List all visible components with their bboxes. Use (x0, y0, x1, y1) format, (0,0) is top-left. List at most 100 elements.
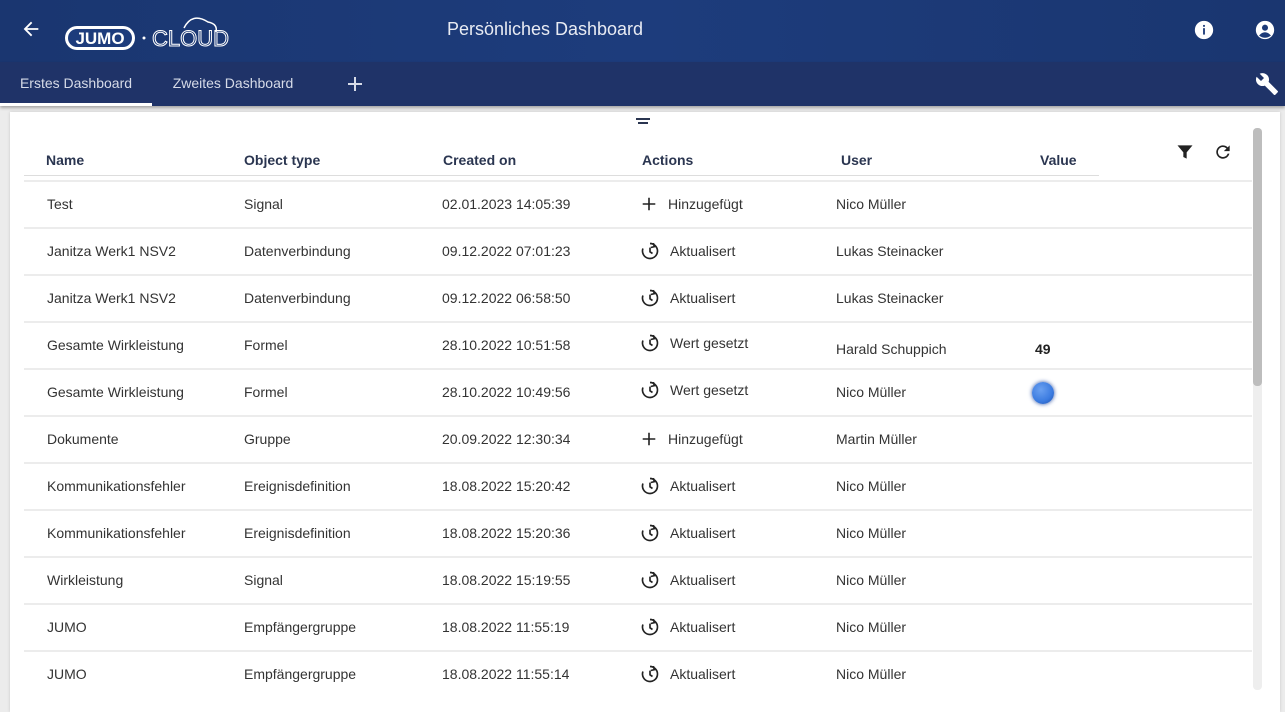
history-icon (640, 617, 660, 637)
cell-user: Lukas Steinacker (836, 243, 944, 259)
cell-object-type: Datenverbindung (244, 290, 351, 306)
info-button[interactable] (1193, 19, 1215, 46)
cell-object-type: Ereignisdefinition (244, 525, 351, 541)
add-tab-button[interactable] (345, 74, 365, 99)
app-header: JUMO CLOUD Persönliches Dashboard (0, 0, 1285, 62)
info-icon (1194, 20, 1214, 40)
cell-name: Dokumente (47, 431, 119, 447)
cell-action: Wert gesetzt (640, 368, 748, 412)
table-row[interactable]: Gesamte Wirkleistung Formel 28.10.2022 10:… (24, 321, 1252, 368)
history-icon (640, 476, 660, 496)
cell-created-on: 18.08.2022 15:19:55 (442, 572, 571, 588)
cell-created-on: 09.12.2022 06:58:50 (442, 290, 571, 306)
history-icon (640, 333, 660, 353)
cell-created-on: 09.12.2022 07:01:23 (442, 243, 571, 259)
action-label: Aktualisert (670, 525, 736, 541)
column-header-name[interactable]: Name (46, 152, 85, 168)
cell-action: Aktualisert (640, 652, 735, 696)
table-row[interactable]: Kommunikationsfehler Ereignisdefinition 18… (24, 462, 1252, 509)
cell-object-type: Empfängergruppe (244, 619, 357, 635)
cell-action: Aktualisert (640, 229, 735, 273)
cell-object-type: Datenverbindung (244, 243, 351, 259)
header-divider (24, 175, 1099, 176)
table-row[interactable]: Wirkleistung Signal 18.08.2022 15:19:55 Akt… (24, 556, 1252, 603)
cell-created-on: 18.08.2022 15:20:42 (442, 478, 571, 494)
cell-name: Janitza Werk1 NSV2 (47, 243, 176, 259)
activity-widget: Name Object type Created on Actions User… (10, 112, 1280, 712)
cell-action: Aktualisert (640, 558, 735, 602)
table-row[interactable]: Test Signal 02.01.2023 14:05:39 Hinzugefügt… (24, 180, 1252, 227)
cell-user: Nico Müller (836, 572, 907, 588)
cell-name: Test (47, 196, 73, 212)
tab-erstes-dashboard[interactable]: Erstes Dashboard (0, 62, 152, 106)
history-icon (640, 570, 660, 590)
cell-action: Wert gesetzt (640, 321, 748, 365)
column-header-created-on[interactable]: Created on (443, 152, 517, 168)
cell-action: Aktualisert (640, 511, 735, 555)
column-header-actions[interactable]: Actions (642, 152, 694, 168)
cell-name: Wirkleistung (47, 572, 124, 588)
action-label: Aktualisert (670, 619, 736, 635)
history-icon (640, 523, 660, 543)
table-row[interactable]: Janitza Werk1 NSV2 Datenverbindung 09.12.2… (24, 227, 1252, 274)
cell-user: Nico Müller (836, 196, 907, 212)
cell-created-on: 20.09.2022 12:30:34 (442, 431, 571, 447)
plus-icon (348, 77, 362, 91)
cell-action: Hinzugefügt (640, 182, 743, 226)
refresh-button[interactable] (1213, 142, 1233, 167)
column-header-user[interactable]: User (841, 152, 873, 168)
cell-user: Nico Müller (836, 384, 907, 400)
cell-name: Kommunikationsfehler (47, 525, 186, 541)
cell-action: Aktualisert (640, 464, 735, 508)
account-circle-icon (1255, 20, 1275, 40)
cell-object-type: Signal (244, 196, 283, 212)
table-row[interactable]: Kommunikationsfehler Ereignisdefinition 18… (24, 509, 1252, 556)
scrollbar[interactable] (1253, 128, 1262, 690)
history-icon (640, 664, 660, 684)
filter-button[interactable] (1175, 142, 1195, 167)
tab-zweites-dashboard[interactable]: Zweites Dashboard (172, 75, 294, 91)
cell-object-type: Ereignisdefinition (244, 478, 351, 494)
action-label: Aktualisert (670, 666, 736, 682)
cell-created-on: 02.01.2023 14:05:39 (442, 196, 571, 212)
column-header-object-type[interactable]: Object type (244, 152, 321, 168)
cell-user: Nico Müller (836, 525, 907, 541)
table-row[interactable]: JUMO Empfängergruppe 18.08.2022 11:55:19 Ak… (24, 603, 1252, 650)
cell-name: JUMO (47, 619, 87, 635)
cell-created-on: 18.08.2022 15:20:36 (442, 525, 571, 541)
history-icon (640, 288, 660, 308)
page-title: Persönliches Dashboard (446, 19, 644, 39)
cell-object-type: Gruppe (244, 431, 291, 447)
scrollbar-thumb[interactable] (1253, 128, 1262, 386)
cell-created-on: 18.08.2022 11:55:14 (442, 666, 570, 682)
cell-object-type: Formel (244, 384, 288, 400)
drag-handle[interactable] (636, 118, 650, 124)
table-row[interactable]: Gesamte Wirkleistung Formel 28.10.2022 10:… (24, 368, 1252, 415)
cell-action: Aktualisert (640, 276, 735, 320)
action-label: Wert gesetzt (670, 382, 749, 398)
cell-user: Martin Müller (836, 431, 917, 447)
table-row[interactable]: Dokumente Gruppe 20.09.2022 12:30:34 Hinzug… (24, 415, 1252, 462)
history-icon (640, 241, 660, 261)
table-row[interactable]: JUMO Empfängergruppe 18.08.2022 11:55:14 Ak… (24, 650, 1252, 697)
account-button[interactable] (1254, 19, 1276, 46)
cell-name: Gesamte Wirkleistung (47, 384, 184, 400)
column-header-value[interactable]: Value (1040, 152, 1077, 168)
cell-value: 49 (1035, 341, 1051, 357)
action-label: Aktualisert (670, 478, 736, 494)
cell-created-on: 18.08.2022 11:55:19 (442, 619, 570, 635)
table-row[interactable]: Janitza Werk1 NSV2 Datenverbindung 09.12.2… (24, 274, 1252, 321)
action-label: Hinzugefügt (668, 196, 743, 212)
value-indicator-dot (1032, 382, 1054, 404)
cell-created-on: 28.10.2022 10:49:56 (442, 384, 571, 400)
plus-icon (640, 195, 658, 213)
cell-action: Hinzugefügt (640, 417, 743, 461)
action-label: Aktualisert (670, 243, 736, 259)
back-button[interactable] (20, 18, 42, 45)
cell-object-type: Formel (244, 337, 288, 353)
cell-name: Gesamte Wirkleistung (47, 337, 184, 353)
jumo-cloud-logo: JUMO CLOUD (64, 12, 236, 52)
cell-user: Nico Müller (836, 478, 907, 494)
filter-icon (1177, 145, 1193, 159)
settings-button[interactable] (1255, 72, 1279, 101)
